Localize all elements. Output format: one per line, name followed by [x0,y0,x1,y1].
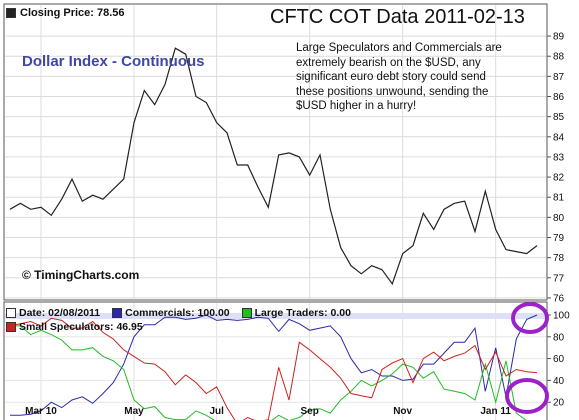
cot-ytick-label: 80 [553,332,565,343]
price-ytick-label: 88 [553,52,565,63]
cot-ytick-label: 20 [553,398,565,409]
price-ytick-label: 79 [553,233,565,244]
large-traders-label: Large Traders: 0.00 [254,307,351,319]
annotation-text: Large Speculators and Commercials are ex… [296,42,502,112]
price-ytick-label: 82 [553,173,565,184]
cot-legend-row-1: Date: 02/08/2011 Commercials: 100.00 Lar… [6,306,351,320]
large-traders-swatch [241,308,252,318]
price-ytick-label: 76 [553,293,565,304]
cot-ytick-label: 60 [553,354,565,365]
x-tick-label: Jul [209,406,224,417]
highlight-circle-bottom [505,378,549,414]
x-tick-label: Mar 10 [25,406,57,417]
closing-price-legend: Closing Price: 78.56 [6,7,125,19]
closing-price-line [9,47,538,286]
price-ytick-label: 87 [553,72,565,83]
price-series-layer [9,47,538,286]
commercials-swatch [112,308,123,318]
x-tick-label: May [124,406,144,417]
small-specs-line [9,317,538,420]
price-ytick-label: 83 [553,152,565,163]
price-ytick-label: 89 [553,32,565,43]
small-specs-swatch [6,322,16,332]
cot-legend-row-2: Small Speculators: 46.95 [6,320,351,334]
series-title: Dollar Index - Continuous [22,53,205,70]
commercials-label: Commercials: 100.00 [125,307,230,319]
small-specs-legend-item: Small Speculators: 46.95 [6,320,143,334]
cot-band-top [5,313,546,319]
commercials-legend-item: Commercials: 100.00 [112,306,230,320]
price-plot-frame [3,3,548,301]
small-specs-label: Small Speculators: 46.95 [19,321,143,333]
price-grid [5,5,546,299]
cot-legend: Date: 02/08/2011 Commercials: 100.00 Lar… [6,306,351,334]
price-ytick-label: 80 [553,213,565,224]
price-ytick-label: 77 [553,273,565,284]
x-tick-label: Jan 11 [480,406,511,417]
x-tick-label: Nov [393,406,412,417]
price-ytick-label: 86 [553,92,565,103]
date-legend-item: Date: 02/08/2011 [6,306,100,320]
date-swatch [6,308,16,318]
large-traders-legend-item: Large Traders: 0.00 [241,306,351,320]
cot-series-layer [9,314,538,420]
commercials-line [10,314,538,416]
price-ytick-label: 81 [553,193,565,204]
closing-price-swatch [6,8,16,18]
cot-band [5,313,546,319]
highlight-circle-top [511,302,549,334]
credit-text: © TimingCharts.com [22,268,140,282]
cot-ytick-label: 40 [553,376,565,387]
large-traders-line [10,325,527,420]
date-label: Date: 02/08/2011 [19,307,101,319]
price-ytick-label: 85 [553,112,565,123]
cot-y-axis: 020406080100 [547,311,570,420]
chart-title: CFTC COT Data 2011-02-13 [270,6,525,28]
price-ytick-label: 84 [553,132,565,143]
price-ytick-label: 78 [553,253,565,264]
cot-plot-frame [3,301,548,420]
price-y-axis: 76 77 78 79 80 81 82 83 84 85 86 87 88 89 [547,32,565,304]
cot-ytick-label: 100 [553,311,570,322]
x-tick-label: Sep [300,406,318,417]
closing-price-label: Closing Price: 78.56 [20,7,125,19]
x-axis: Mar 10 May Jul Sep Nov Jan 11 [25,406,511,417]
